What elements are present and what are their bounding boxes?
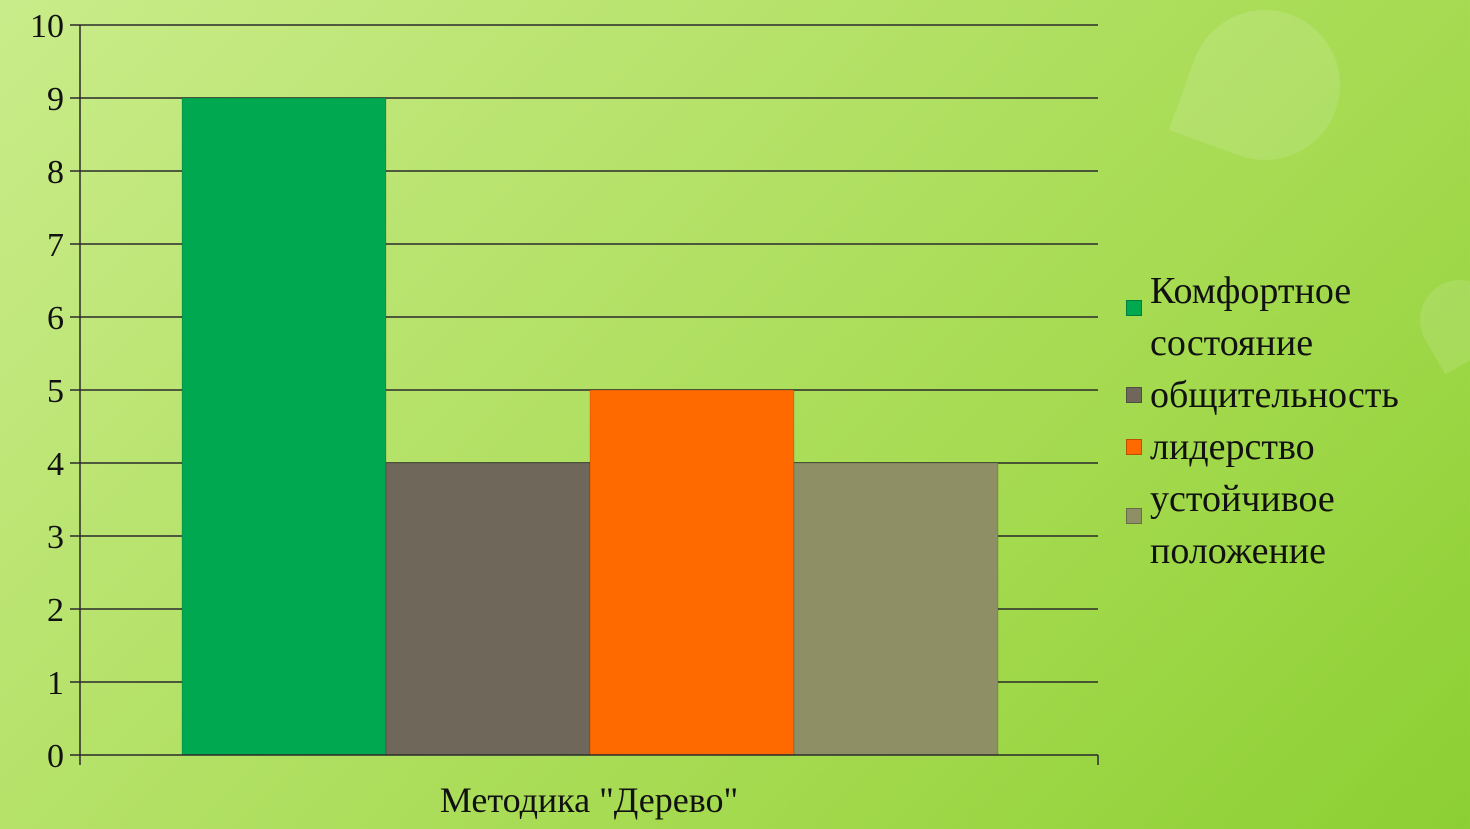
y-tick-label: 8 [47, 154, 64, 191]
y-tick-label: 6 [47, 300, 64, 337]
legend-swatch-gray [1126, 387, 1142, 403]
y-tick-label: 9 [47, 81, 64, 118]
legend-item: лидерство [1122, 421, 1467, 473]
bars [181, 97, 999, 756]
bar-4 [793, 462, 999, 756]
y-tick-label: 4 [47, 446, 64, 483]
legend-swatch-orange [1126, 439, 1142, 455]
y-tick-label: 0 [47, 738, 64, 775]
bar-3 [589, 389, 795, 756]
y-tick-label: 7 [47, 227, 64, 264]
y-tick-label: 1 [47, 665, 64, 702]
legend: Комфортное состояние общительность лидер… [1122, 265, 1467, 577]
axes: 0 1 2 3 4 5 6 7 8 9 10 [30, 8, 1099, 775]
y-tick-label: 3 [47, 519, 64, 556]
bar-2 [385, 462, 591, 756]
legend-label: Комфортное состояние [1150, 270, 1352, 364]
x-category-label: Методика "Дерево" [440, 780, 738, 820]
legend-swatch-green [1126, 300, 1142, 316]
legend-item: Комфортное состояние [1122, 265, 1467, 369]
legend-label: общительность [1150, 374, 1399, 416]
y-tick-label: 2 [47, 592, 64, 629]
legend-label: устойчивое положение [1150, 478, 1335, 572]
legend-item: общительность [1122, 369, 1467, 421]
legend-swatch-olive [1126, 508, 1142, 524]
legend-item: устойчивое положение [1122, 473, 1467, 577]
y-tick-label: 5 [47, 373, 64, 410]
bar-1 [181, 97, 387, 756]
y-tick-label: 10 [30, 8, 64, 45]
legend-label: лидерство [1150, 426, 1315, 468]
